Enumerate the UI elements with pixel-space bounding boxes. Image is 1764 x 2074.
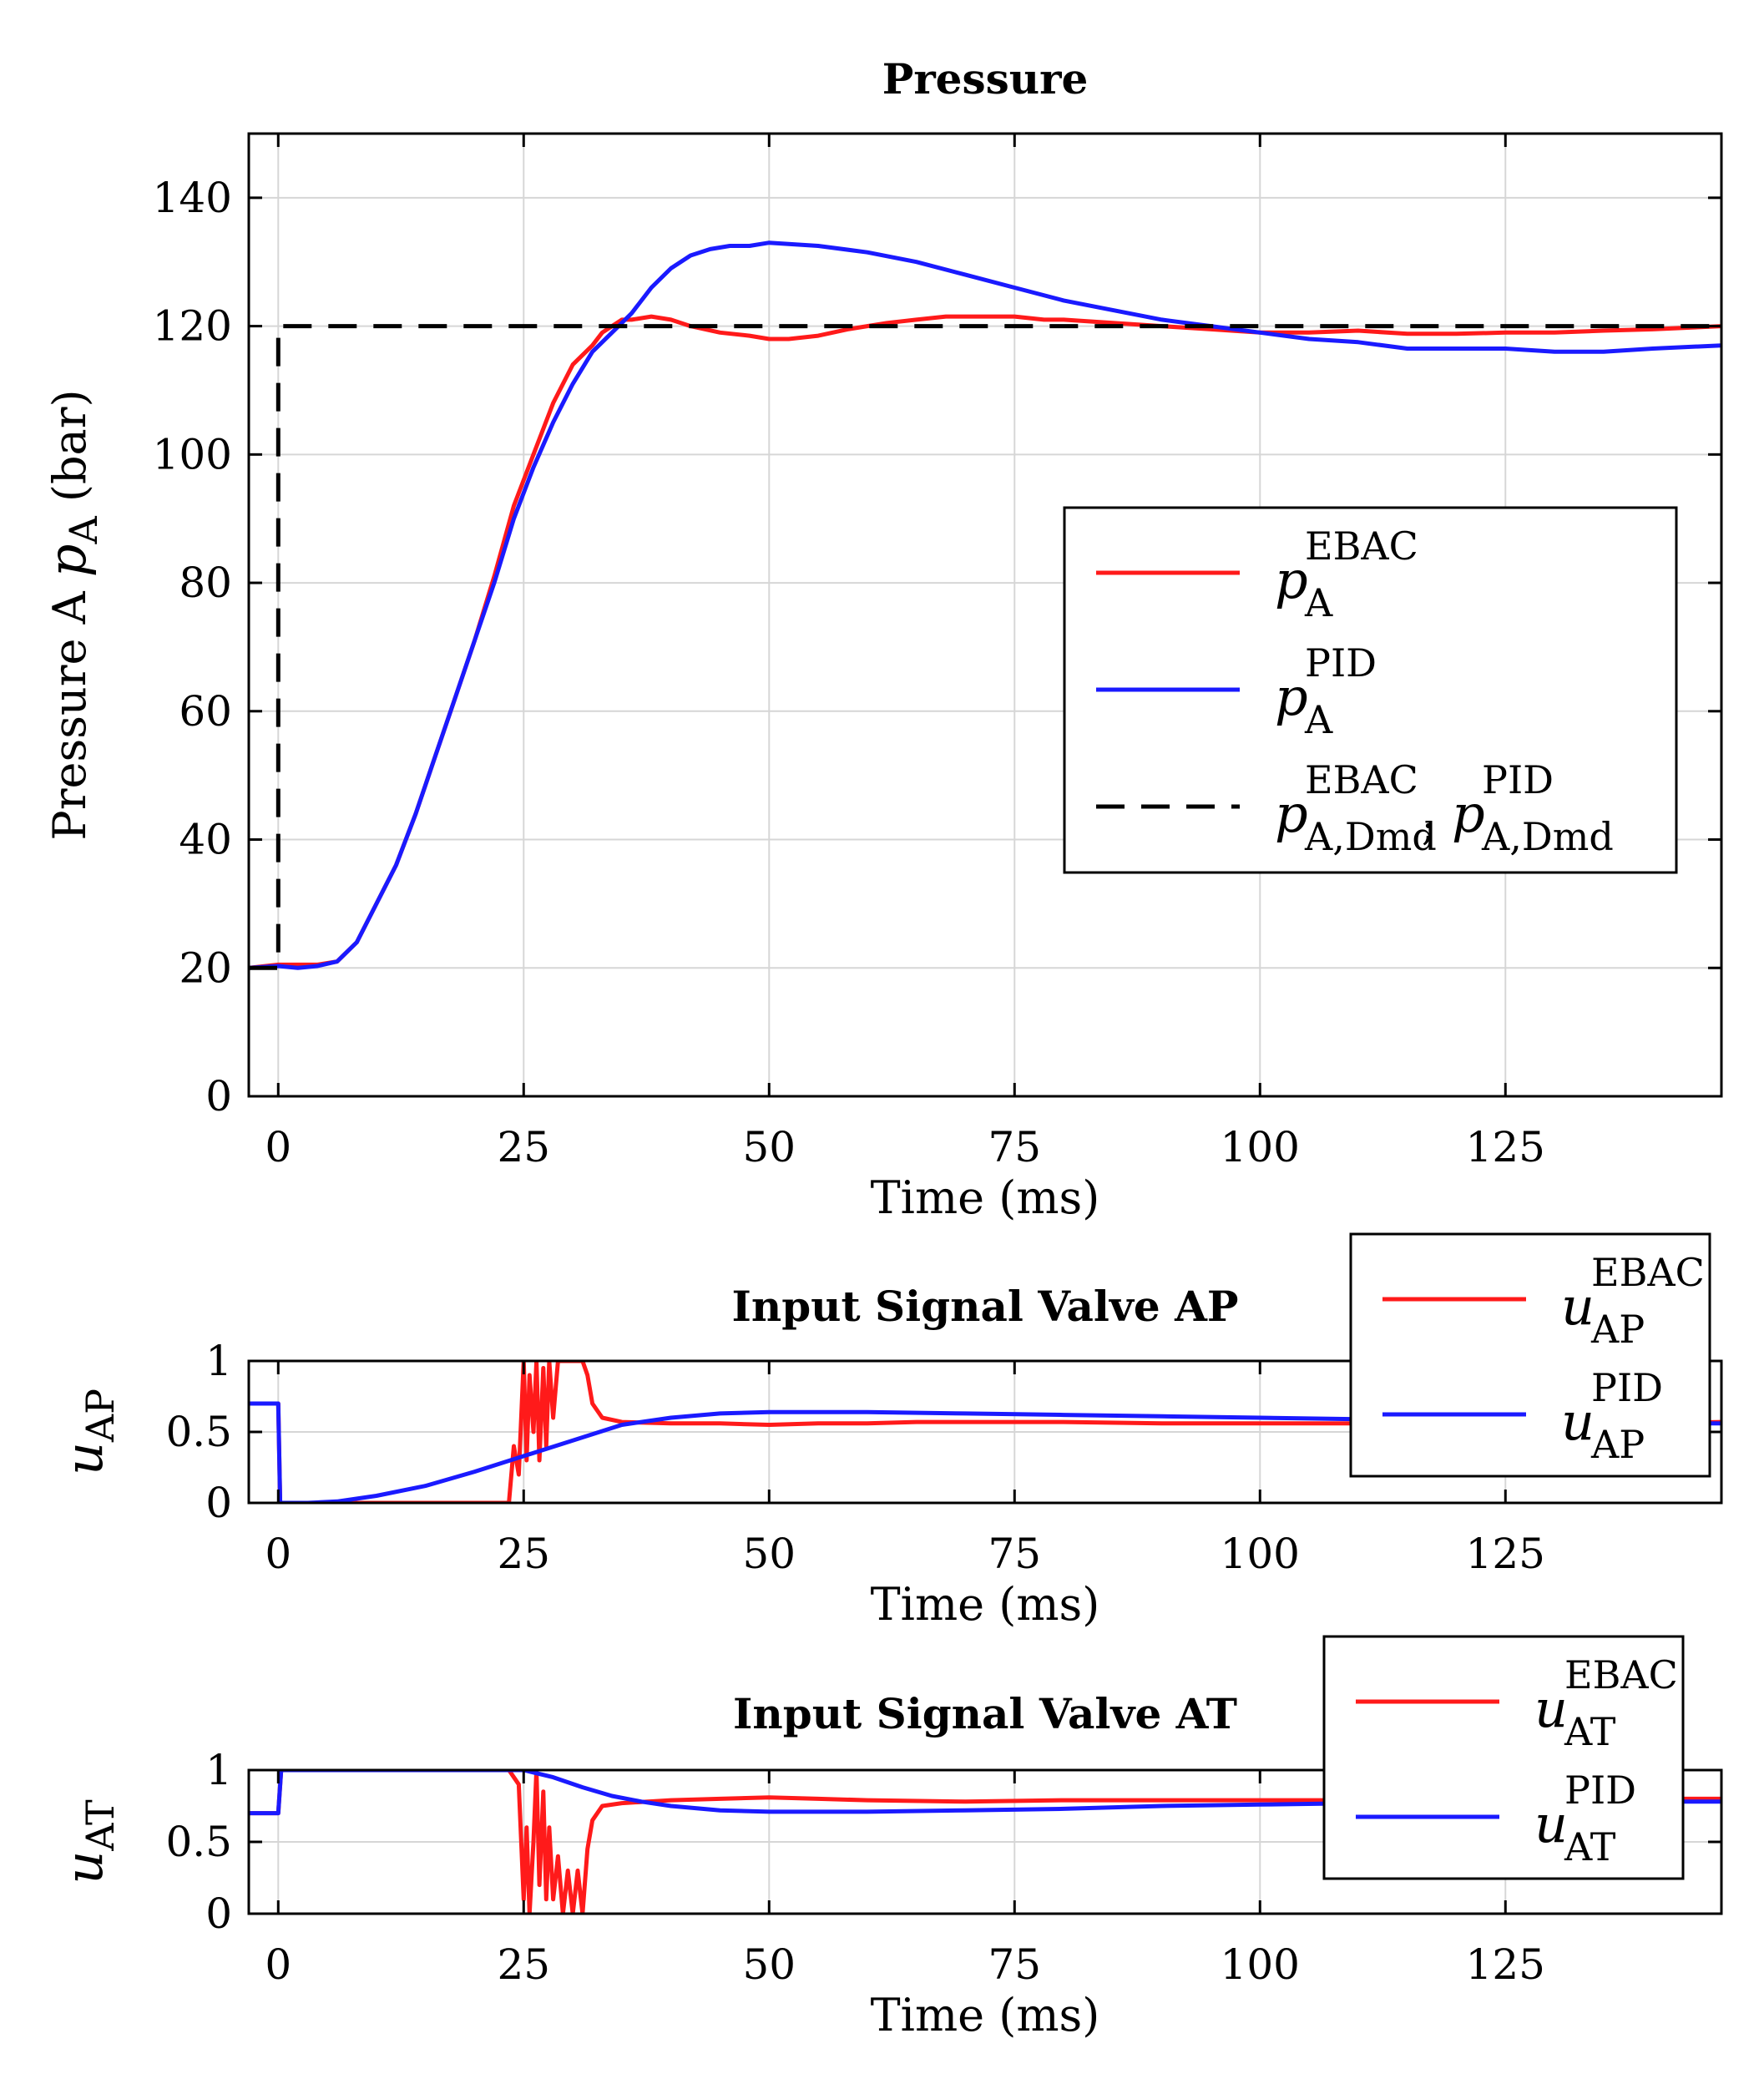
legend-superscript-2: PID [1482, 757, 1554, 802]
x-tick-label: 75 [988, 1530, 1041, 1578]
x-tick-label: 100 [1221, 1123, 1300, 1171]
legend-superscript: EBAC [1305, 757, 1418, 802]
y-axis-label: uAP [53, 1389, 123, 1475]
legend-subscript: A [1304, 697, 1333, 742]
panel-valve-ap: 0 25 50 75 100 125 0 0.5 1 Input Signal Valve AP T… [53, 1232, 1723, 1631]
y-tick-label: 100 [153, 430, 232, 478]
y-tick-label: 0 [205, 1889, 232, 1938]
legend-superscript: EBAC [1305, 524, 1418, 569]
legend-subscript: AT [1564, 1824, 1616, 1869]
legend-label-ebac: u [1534, 1678, 1568, 1739]
legend-label-pid: u [1534, 1793, 1568, 1854]
y-tick-label: 60 [179, 687, 232, 736]
chart-title: Input Signal Valve AP [731, 1282, 1238, 1331]
legend-box [1322, 1635, 1685, 1880]
series-line-valve-ap-ebac [249, 1361, 1721, 1503]
legend-symbol-2: p [1452, 783, 1485, 844]
x-tick-label: 25 [497, 1940, 550, 1989]
legend-superscript: EBAC [1591, 1250, 1705, 1295]
legend-label-ebac: p [1275, 549, 1308, 610]
x-tick-label: 25 [497, 1123, 550, 1171]
legend-superscript: EBAC [1564, 1652, 1678, 1697]
legend-separator: ; [1422, 804, 1435, 849]
y-tick-label: 0.5 [165, 1818, 232, 1866]
legend-superscript: PID [1564, 1768, 1636, 1813]
legend-subscript: A,Dmd [1304, 814, 1437, 859]
legend-superscript: PID [1305, 640, 1377, 685]
axis-frame [247, 132, 1723, 1098]
series-line-valve-at-ebac [249, 1770, 1721, 1914]
x-tick-label: 100 [1221, 1530, 1300, 1578]
x-tick-label: 75 [988, 1940, 1041, 1989]
x-tick-label: 25 [497, 1530, 550, 1578]
y-tick-label: 0 [205, 1479, 232, 1527]
y-tick-label: 20 [179, 943, 232, 992]
y-tick-label: 80 [179, 559, 232, 607]
legend-subscript-2: A,Dmd [1481, 814, 1614, 859]
x-tick-label: 50 [742, 1123, 796, 1171]
x-tick-label: 50 [742, 1530, 796, 1578]
x-tick-label: 125 [1466, 1940, 1545, 1989]
x-tick-label: 0 [265, 1940, 291, 1989]
x-tick-label: 75 [988, 1123, 1041, 1171]
y-tick-label: 120 [153, 302, 232, 351]
y-tick-label: 0.5 [165, 1408, 232, 1456]
x-tick-label: 125 [1466, 1123, 1545, 1171]
y-tick-label: 1 [205, 1746, 232, 1794]
x-tick-label: 0 [265, 1123, 291, 1171]
legend-subscript: AP [1590, 1307, 1645, 1352]
legend-box [1349, 1232, 1711, 1478]
legend-subscript: AT [1564, 1709, 1616, 1754]
legend-label-pid: u [1561, 1391, 1595, 1452]
chart-title: Input Signal Valve AT [733, 1689, 1237, 1738]
y-axis-label: uAT [53, 1799, 123, 1884]
x-axis-label: Time (ms) [871, 1578, 1100, 1631]
x-tick-label: 100 [1221, 1940, 1300, 1989]
x-tick-label: 125 [1466, 1530, 1545, 1578]
chart-title: Pressure [882, 54, 1089, 104]
series-line-pressure-pid [249, 240, 1721, 970]
legend-label-ebac: p [1275, 783, 1308, 844]
panel-valve-at: 0 25 50 75 100 125 0 0.5 1 Input Signal Valve AT T… [53, 1635, 1723, 2041]
legend-subscript: A [1304, 580, 1333, 625]
y-tick-label: 140 [153, 174, 232, 222]
y-tick-label: 0 [205, 1072, 232, 1120]
y-axis-label: Pressure A pA (bar) [37, 389, 106, 840]
y-tick-label: 40 [179, 816, 232, 864]
panel-pressure: 0 25 50 75 100 125 0 20 40 60 80 100 120 140 Pressure T… [37, 54, 1723, 1224]
x-axis-label: Time (ms) [871, 1171, 1100, 1224]
legend-superscript: PID [1591, 1365, 1663, 1410]
x-tick-label: 50 [742, 1940, 796, 1989]
y-tick-label: 1 [205, 1337, 232, 1385]
series-line-pressure-ebac [249, 324, 1721, 970]
legend-label-ebac: u [1561, 1276, 1595, 1337]
legend-subscript: AP [1590, 1422, 1645, 1467]
x-tick-label: 0 [265, 1530, 291, 1578]
x-axis-label: Time (ms) [871, 1989, 1100, 2041]
legend-label-pid: p [1275, 666, 1308, 727]
